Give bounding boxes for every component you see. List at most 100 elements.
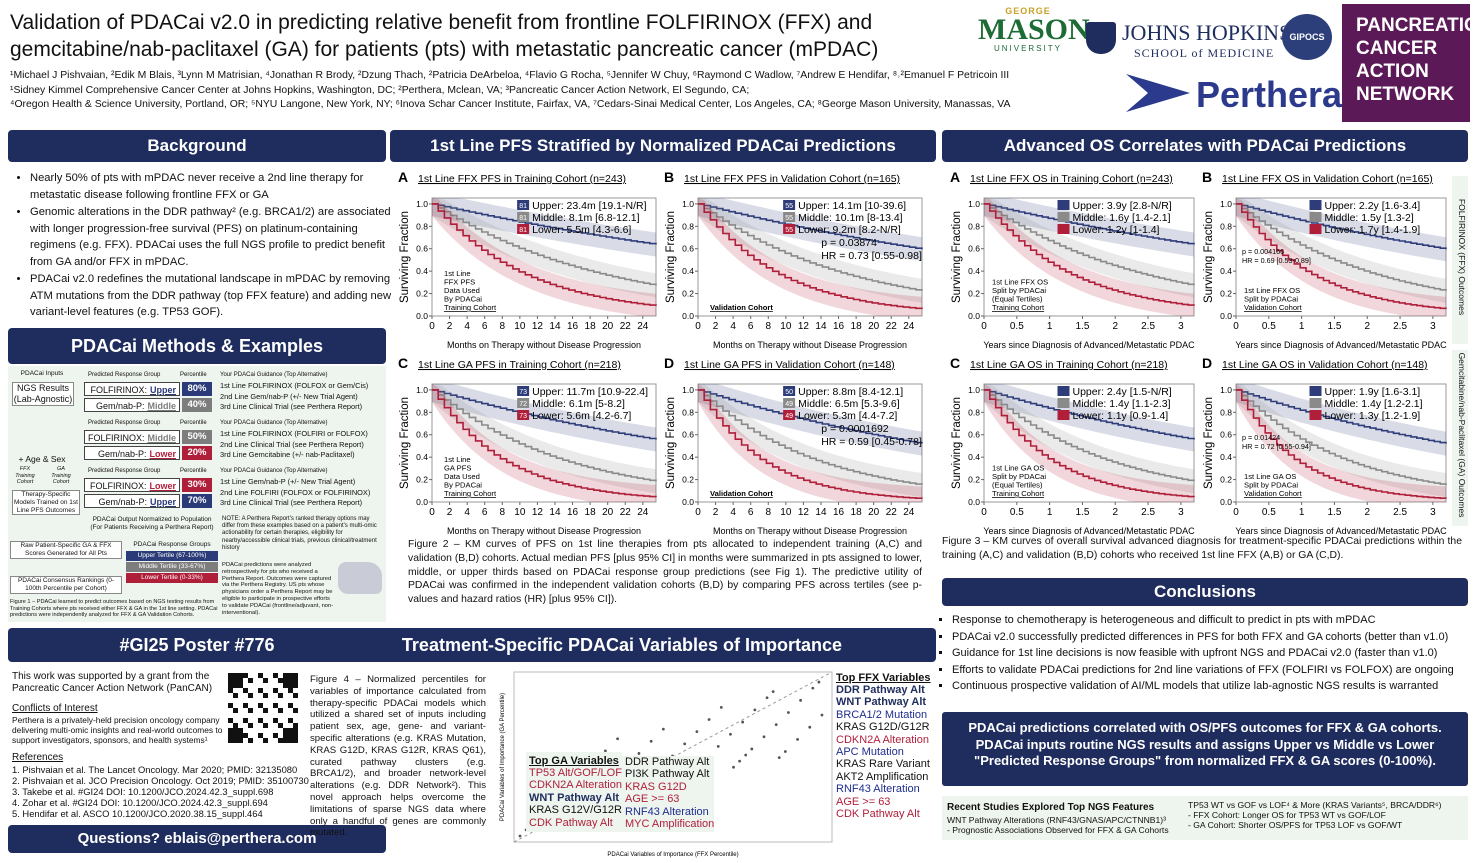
x-tick-label: 6 [482, 321, 488, 332]
point [771, 690, 775, 694]
panel-note: Training Cohort [992, 303, 1045, 312]
ci-band [698, 384, 922, 502]
questions[interactable]: Questions? eblais@perthera.com [8, 825, 386, 853]
qr-cell [238, 683, 243, 688]
title-line: Validation of PDACai v2.0 in predicting … [10, 11, 873, 34]
flow-label: + Age & Sex [18, 454, 66, 464]
qr-cell [248, 693, 253, 698]
group-cell: FOLFIRINOX: Middle [84, 430, 180, 444]
col-header: Your PDACai Guidance (Top Alternative) [220, 420, 328, 426]
x-tick-label: 4 [730, 321, 736, 332]
list-item: KRAS G12D [625, 780, 687, 793]
legend-text: Middle: 6.1m [5-8.2] [532, 398, 625, 410]
guidance: 3rd Line Gemcitabine (+/- nab-Paclitaxel… [220, 450, 355, 459]
panel-title: 1st Line GA OS in Training Cohort (n=218… [970, 359, 1168, 371]
x-tick-label: 2.5 [1393, 321, 1407, 332]
qr-cell [258, 688, 263, 693]
legend-swatch [1057, 212, 1070, 222]
section-header: Conclusions [942, 578, 1468, 606]
y-label: Surviving Fraction [665, 397, 677, 489]
group-swatch: Upper Tertile (67-100%) [126, 551, 218, 561]
shared-box: DDR Pathway Alt PI3K Pathway Alt KRAS G12D… [622, 756, 714, 832]
panel-note: FFX PFS [444, 278, 475, 287]
qr-cell [263, 693, 268, 698]
x-tick-label: 14 [815, 321, 827, 332]
qr-cell [258, 673, 263, 678]
pancan-text: PANCREATIC CANCER ACTION NETWORK [1342, 4, 1476, 106]
logo-text: MASON [978, 13, 1090, 46]
qr-cell [233, 673, 238, 678]
legend-text: Middle: 1.4y [1.2-2.1] [1325, 398, 1423, 410]
x-label: Years since Diagnosis of Advanced/Metast… [1235, 526, 1447, 536]
point [683, 742, 687, 746]
y-tick-label: 0.4 [416, 452, 428, 462]
x-tick-label: 12 [798, 321, 810, 332]
qr-cell [283, 738, 288, 743]
list-item: - GA Cohort: Shorter OS/PFS for TP53 LOF… [1188, 820, 1403, 830]
group-cell: FOLFIRINOX: Lower [84, 478, 180, 492]
km-curve [984, 389, 1195, 498]
x-tick-label: 0.5 [1262, 321, 1276, 332]
qr-cell [288, 738, 293, 743]
highlight-text: PDACai predictions correlated with OS/PF… [968, 720, 1442, 768]
legend-text: Lower: 5.3m [4.4-7.2] [798, 410, 897, 422]
panel-title: 1st Line GA PFS in Training Cohort (n=21… [418, 359, 621, 371]
km-curve [698, 203, 923, 250]
km-panel: A 1st Line FFX OS in Training Cohort (n=2… [950, 169, 1195, 350]
list-item: CDK Pathway Alt [529, 816, 613, 829]
stat: HR = 0.73 [0.55-0.98] [821, 250, 922, 262]
legend-n: 50 [785, 389, 793, 396]
km-curve [984, 203, 1195, 306]
x-tick-label: 16 [567, 321, 579, 332]
legend-text: Upper: 2.2y [1.6-3.4] [1325, 200, 1421, 212]
qr-cell [258, 703, 263, 708]
x-tick-label: 24 [637, 507, 649, 518]
col-header: Predicted Response Group [88, 372, 161, 378]
x-tick-label: 14 [549, 507, 561, 518]
panel-letter: A [950, 169, 960, 185]
flow-label: GA Training Cohort [51, 466, 71, 486]
y-tick-label: 1.0 [1220, 385, 1232, 395]
panel-letter: A [398, 169, 408, 185]
ci-band [984, 198, 1194, 316]
flow-label: PDACai Consensus Rankings (0-100th Perce… [10, 576, 122, 594]
qr-cell [238, 678, 243, 683]
point [719, 705, 723, 709]
y-tick-label: 1.0 [416, 199, 428, 209]
x-tick-label: 2.5 [1141, 321, 1155, 332]
legend-text: Upper: 8.8m [8.4-12.1] [798, 386, 903, 398]
x-tick-label: 8 [765, 507, 771, 518]
y-tick-label: 0.8 [968, 407, 980, 417]
pct-cell: 30% [182, 478, 212, 492]
panel-note: Data Used [444, 286, 480, 295]
drug: FOLFIRINOX: [90, 385, 147, 395]
ci-band [432, 384, 656, 494]
y-tick-label: 0.6 [1220, 244, 1232, 254]
point [729, 732, 732, 736]
side-band [1452, 176, 1468, 344]
x-label: Months on Therapy without Disease Progre… [447, 526, 641, 536]
point [661, 727, 665, 731]
point [753, 708, 757, 712]
km-panel: B 1st Line FFX OS in Validation Cohort (n… [1202, 169, 1447, 350]
list-item: Efforts to validate PDACai predictions f… [952, 662, 1476, 679]
y-tick-label: 0.6 [682, 430, 694, 440]
y-tick-label: 0.0 [682, 311, 694, 321]
point [777, 756, 781, 759]
x-tick-label: 18 [585, 321, 597, 332]
legend-swatch [783, 386, 796, 396]
guidance: 2nd Line Clinical Trial (see Perthera Re… [220, 439, 364, 449]
perthera-arrow [1126, 74, 1190, 112]
qr-cell [228, 688, 233, 693]
point [649, 739, 653, 743]
km-curve [432, 389, 657, 498]
list-item: PI3K Pathway Alt [625, 768, 710, 781]
x-tick-label: 2 [713, 321, 719, 332]
y-tick-label: 0.4 [1220, 266, 1232, 276]
panel-letter: D [664, 355, 674, 371]
qr-cell [283, 673, 288, 678]
qr-cell [293, 733, 298, 738]
authors: ¹Michael J Pishvaian, ²Edik M Blais, ³Ly… [10, 69, 1010, 116]
highlight: PDACai predictions correlated with OS/PF… [942, 712, 1468, 786]
pct-cell: 40% [182, 398, 212, 412]
